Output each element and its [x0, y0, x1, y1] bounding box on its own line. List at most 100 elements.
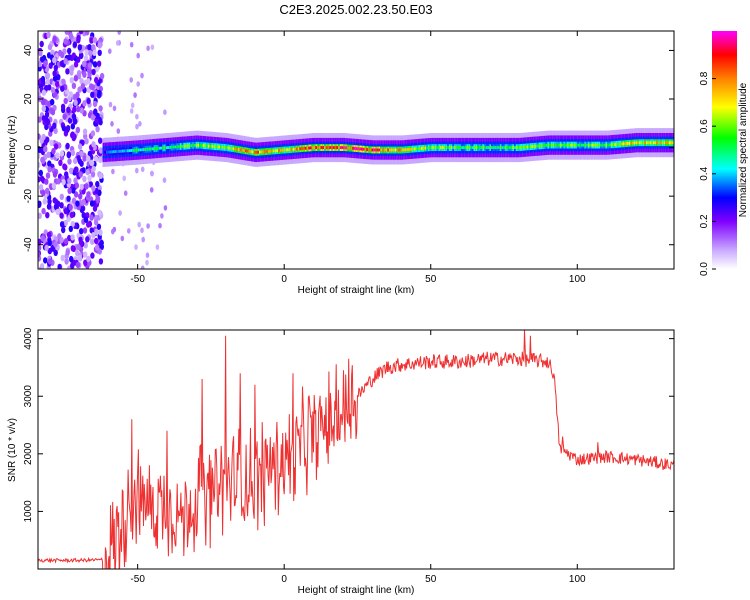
snr-series-line: [38, 330, 674, 569]
ridge-cell: [575, 143, 578, 147]
noise-cell: [77, 158, 83, 165]
noise-cell: [77, 143, 83, 150]
noise-cell: [78, 193, 83, 200]
noise-cell: [163, 109, 167, 115]
ridge-cell: [371, 148, 374, 152]
ridge-cell: [535, 144, 538, 148]
ridge-cell: [616, 142, 618, 146]
ridge-cell: [582, 143, 585, 147]
noise-cell: [87, 44, 92, 51]
noise-cell: [158, 222, 162, 229]
noise-cell: [61, 178, 66, 186]
ridge-cell: [607, 143, 610, 147]
noise-cell: [41, 98, 46, 106]
noise-cell: [91, 44, 96, 51]
noise-cell: [76, 56, 81, 63]
noise-cell: [53, 203, 59, 211]
noise-cell: [99, 72, 105, 80]
noise-cell: [55, 152, 60, 159]
noise-cell: [67, 117, 73, 124]
noise-cell: [98, 258, 104, 265]
ridge-cell: [229, 146, 232, 150]
noise-cell: [150, 44, 155, 50]
noise-cell: [41, 105, 46, 112]
noise-cell: [86, 67, 92, 74]
ridge-cell: [415, 147, 418, 151]
noise-cell: [95, 195, 101, 203]
noise-cell: [83, 259, 88, 266]
y-tick-label: -40: [23, 237, 34, 252]
noise-cell: [47, 258, 53, 265]
noise-cell: [96, 223, 102, 230]
ridge-cell: [179, 145, 182, 148]
ridge-cell: [522, 145, 525, 149]
noise-cell: [72, 106, 77, 113]
noise-cell: [87, 174, 92, 182]
ridge-cell: [447, 146, 450, 149]
ridge-cell: [547, 143, 550, 147]
ridge-cell: [638, 141, 641, 145]
noise-cell: [150, 170, 154, 177]
ridge-cell: [624, 142, 627, 146]
ridge-cell: [153, 147, 156, 151]
noise-cell: [89, 37, 94, 44]
ridge-cell: [139, 148, 142, 152]
ridge-cell: [661, 141, 664, 145]
ridge-cell: [215, 145, 217, 149]
ridge-cell: [325, 146, 328, 149]
ridge-cell: [392, 148, 395, 152]
ridge-cell: [107, 150, 110, 154]
ridge-cell: [230, 147, 233, 150]
ridge-cell: [477, 146, 479, 149]
ridge-cell: [441, 146, 444, 149]
x-tick-label: 0: [281, 574, 287, 585]
noise-cell: [163, 205, 168, 211]
noise-cell: [65, 126, 70, 133]
ridge-cell: [297, 147, 300, 151]
noise-cell: [145, 259, 149, 266]
noise-cell: [117, 31, 121, 35]
ridge-cell: [193, 143, 196, 147]
ridge-cell: [603, 143, 606, 147]
ridge-cell: [614, 143, 617, 146]
noise-cell: [63, 97, 68, 105]
ridge-cell: [257, 150, 260, 154]
ridge-cell: [644, 141, 647, 145]
noise-cell: [73, 61, 79, 68]
noise-cell: [65, 249, 70, 256]
noise-cell: [45, 212, 50, 219]
ridge-cell: [336, 146, 339, 149]
ridge-cell: [237, 148, 240, 152]
noise-cell: [98, 229, 103, 236]
ridge-cell: [556, 143, 559, 147]
noise-cell: [65, 142, 70, 150]
ridge-cell: [204, 144, 207, 148]
noise-cell: [89, 227, 94, 234]
ridge-cell: [491, 146, 494, 149]
noise-cell: [79, 150, 84, 158]
noise-cell: [140, 72, 144, 79]
ridge-cell: [222, 145, 225, 149]
ridge-cell: [672, 141, 674, 145]
ridge-cell: [375, 148, 378, 152]
ridge-cell: [383, 148, 386, 152]
ridge-cell: [338, 146, 341, 149]
ridge-cell: [517, 146, 520, 149]
ridge-cell: [311, 146, 314, 150]
ridge-cell: [199, 143, 202, 147]
noise-cell: [57, 263, 62, 269]
ridge-cell: [141, 148, 144, 152]
noise-cell: [44, 84, 49, 92]
spectrogram-axes: -50 0 50 100 40 20 0 -20 -40: [23, 31, 674, 285]
ridge-cell: [195, 143, 198, 147]
ridge-cell: [637, 141, 640, 145]
noise-cell: [66, 151, 72, 158]
noise-cell: [46, 203, 52, 210]
ridge-cell: [549, 143, 552, 147]
noise-cell: [70, 245, 76, 252]
ridge-cell: [419, 147, 421, 150]
noise-cell: [53, 64, 58, 72]
noise-cell: [98, 119, 103, 126]
ridge-cell: [410, 147, 413, 151]
noise-cell: [88, 50, 93, 57]
